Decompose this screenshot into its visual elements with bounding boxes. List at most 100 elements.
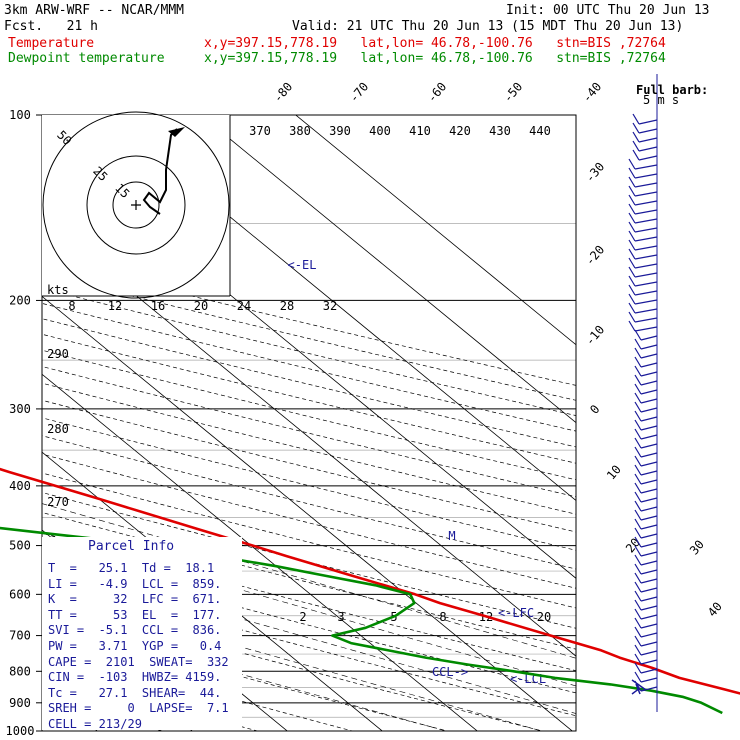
wind-barb-flag — [634, 410, 642, 422]
valid-time: Valid: 21 UTC Thu 20 Jun 13 (15 MDT Thu … — [292, 19, 684, 34]
hodograph-tick: 28 — [280, 299, 294, 313]
isotherm-label: 10 — [604, 462, 624, 482]
parcel-info-row: Tc = 27.1 SHEAR= 44. — [48, 685, 222, 700]
theta-label: 410 — [409, 124, 431, 138]
wind-barb — [640, 353, 658, 359]
wind-barb-flag — [628, 158, 636, 170]
wind-barb-flag — [628, 185, 636, 197]
mixing-ratio-label: 3 — [337, 610, 344, 624]
wind-barb-legend: Full barb: — [636, 83, 708, 97]
wind-barb-flag — [634, 437, 642, 449]
parcel-info-row: PW = 3.71 YGP = 0.4 — [48, 639, 222, 653]
wind-barb-flag — [634, 446, 642, 458]
wind-barb — [640, 578, 658, 584]
wind-barb — [640, 362, 658, 368]
pressure-label-400: 400 — [9, 479, 31, 493]
wind-barb-flag — [634, 635, 642, 647]
wind-barb — [640, 452, 658, 458]
wind-barb-flag — [634, 365, 642, 377]
theta-label: 400 — [369, 124, 391, 138]
wind-barb — [634, 281, 658, 287]
wind-barb-flag — [634, 518, 642, 530]
wind-barb — [640, 479, 658, 485]
wind-barb — [638, 128, 658, 134]
wind-barb — [640, 524, 658, 530]
wind-barb-flag — [634, 572, 642, 584]
hodograph-tick: 16 — [151, 299, 165, 313]
wind-barb-flag — [628, 194, 636, 206]
wind-barb — [634, 209, 658, 215]
isotherm — [295, 115, 576, 346]
wind-barb — [640, 335, 658, 341]
parcel-info-row: CAPE = 2101 SWEAT= 332 — [48, 654, 229, 669]
wind-barb-flag — [634, 653, 642, 665]
wind-barb — [640, 614, 658, 620]
wind-barb — [634, 218, 658, 224]
wind-barb-flag — [628, 230, 636, 242]
wind-barb-flag — [634, 581, 642, 593]
wind-barb — [634, 290, 658, 296]
wind-barb — [640, 650, 658, 656]
mixing-ratio-label: 2 — [299, 610, 306, 624]
parcel-info-row: T = 25.1 Td = 18.1 — [48, 561, 215, 575]
wind-barb — [640, 551, 658, 557]
wind-barb-flag — [628, 293, 636, 305]
parcel-info-row: CELL = 213/29 — [48, 717, 142, 731]
wind-barb-flag — [634, 617, 642, 629]
moist-adiabat — [42, 562, 576, 714]
wind-barb-flag — [628, 248, 636, 260]
wind-barb-flag — [628, 176, 636, 188]
wind-barb-flag — [628, 212, 636, 224]
wind-barb — [634, 245, 658, 251]
wind-barb-flag — [634, 671, 642, 683]
wind-barb — [634, 200, 658, 206]
wind-barb — [640, 380, 658, 386]
wind-barb-flag — [634, 419, 642, 431]
dry-adiabat — [42, 472, 576, 609]
dry-adiabat — [42, 512, 576, 650]
wind-barb — [634, 317, 658, 323]
wind-barb — [640, 587, 658, 593]
wind-barb — [640, 443, 658, 449]
wind-barb — [640, 425, 658, 431]
wind-barb-flag — [634, 347, 642, 359]
pressure-label-800: 800 — [9, 664, 31, 678]
dewpoint-profile — [0, 526, 723, 715]
mixing-ratio-label: 20 — [537, 610, 551, 624]
wind-barb — [640, 416, 658, 422]
wind-barb-flag — [634, 428, 642, 440]
wind-barb-flag — [628, 221, 636, 233]
pressure-label-700: 700 — [9, 629, 31, 643]
pressure-label-900: 900 — [9, 696, 31, 710]
wind-barb-flag — [634, 491, 642, 503]
wind-barb — [638, 137, 658, 143]
wind-barb-flag — [632, 149, 640, 161]
isotherm — [200, 115, 576, 424]
moist-adiabat — [42, 532, 576, 687]
wind-barb-flag — [634, 554, 642, 566]
wind-barb — [640, 506, 658, 512]
wind-barb-flag — [634, 527, 642, 539]
pressure-label-500: 500 — [9, 539, 31, 553]
wind-barb-flag — [634, 599, 642, 611]
theta-label: 380 — [289, 124, 311, 138]
isotherm-label: 40 — [705, 599, 725, 619]
ccl-annotation: CCL-> — [432, 665, 468, 679]
isotherm-label: -30 — [583, 160, 608, 186]
wind-barb-flag — [634, 662, 642, 674]
parcel-info-row: SREH = 0 LAPSE= 7.1 — [48, 701, 229, 716]
temperature-legend: Temperature — [8, 36, 95, 51]
wind-barb — [640, 533, 658, 539]
wind-barb — [638, 119, 658, 125]
wind-barb-flag — [634, 509, 642, 521]
model-title: 3km ARW-WRF -- NCAR/MMM — [4, 3, 185, 18]
wind-barb — [640, 344, 658, 350]
isotherm — [42, 373, 478, 731]
moist-adiabat — [42, 617, 448, 731]
theta-label: 370 — [249, 124, 271, 138]
wind-barb — [640, 641, 658, 647]
wind-barb-flag — [628, 275, 636, 287]
hodograph-units: kts — [47, 283, 69, 297]
dewpoint-legend: Dewpoint temperature — [8, 51, 165, 66]
